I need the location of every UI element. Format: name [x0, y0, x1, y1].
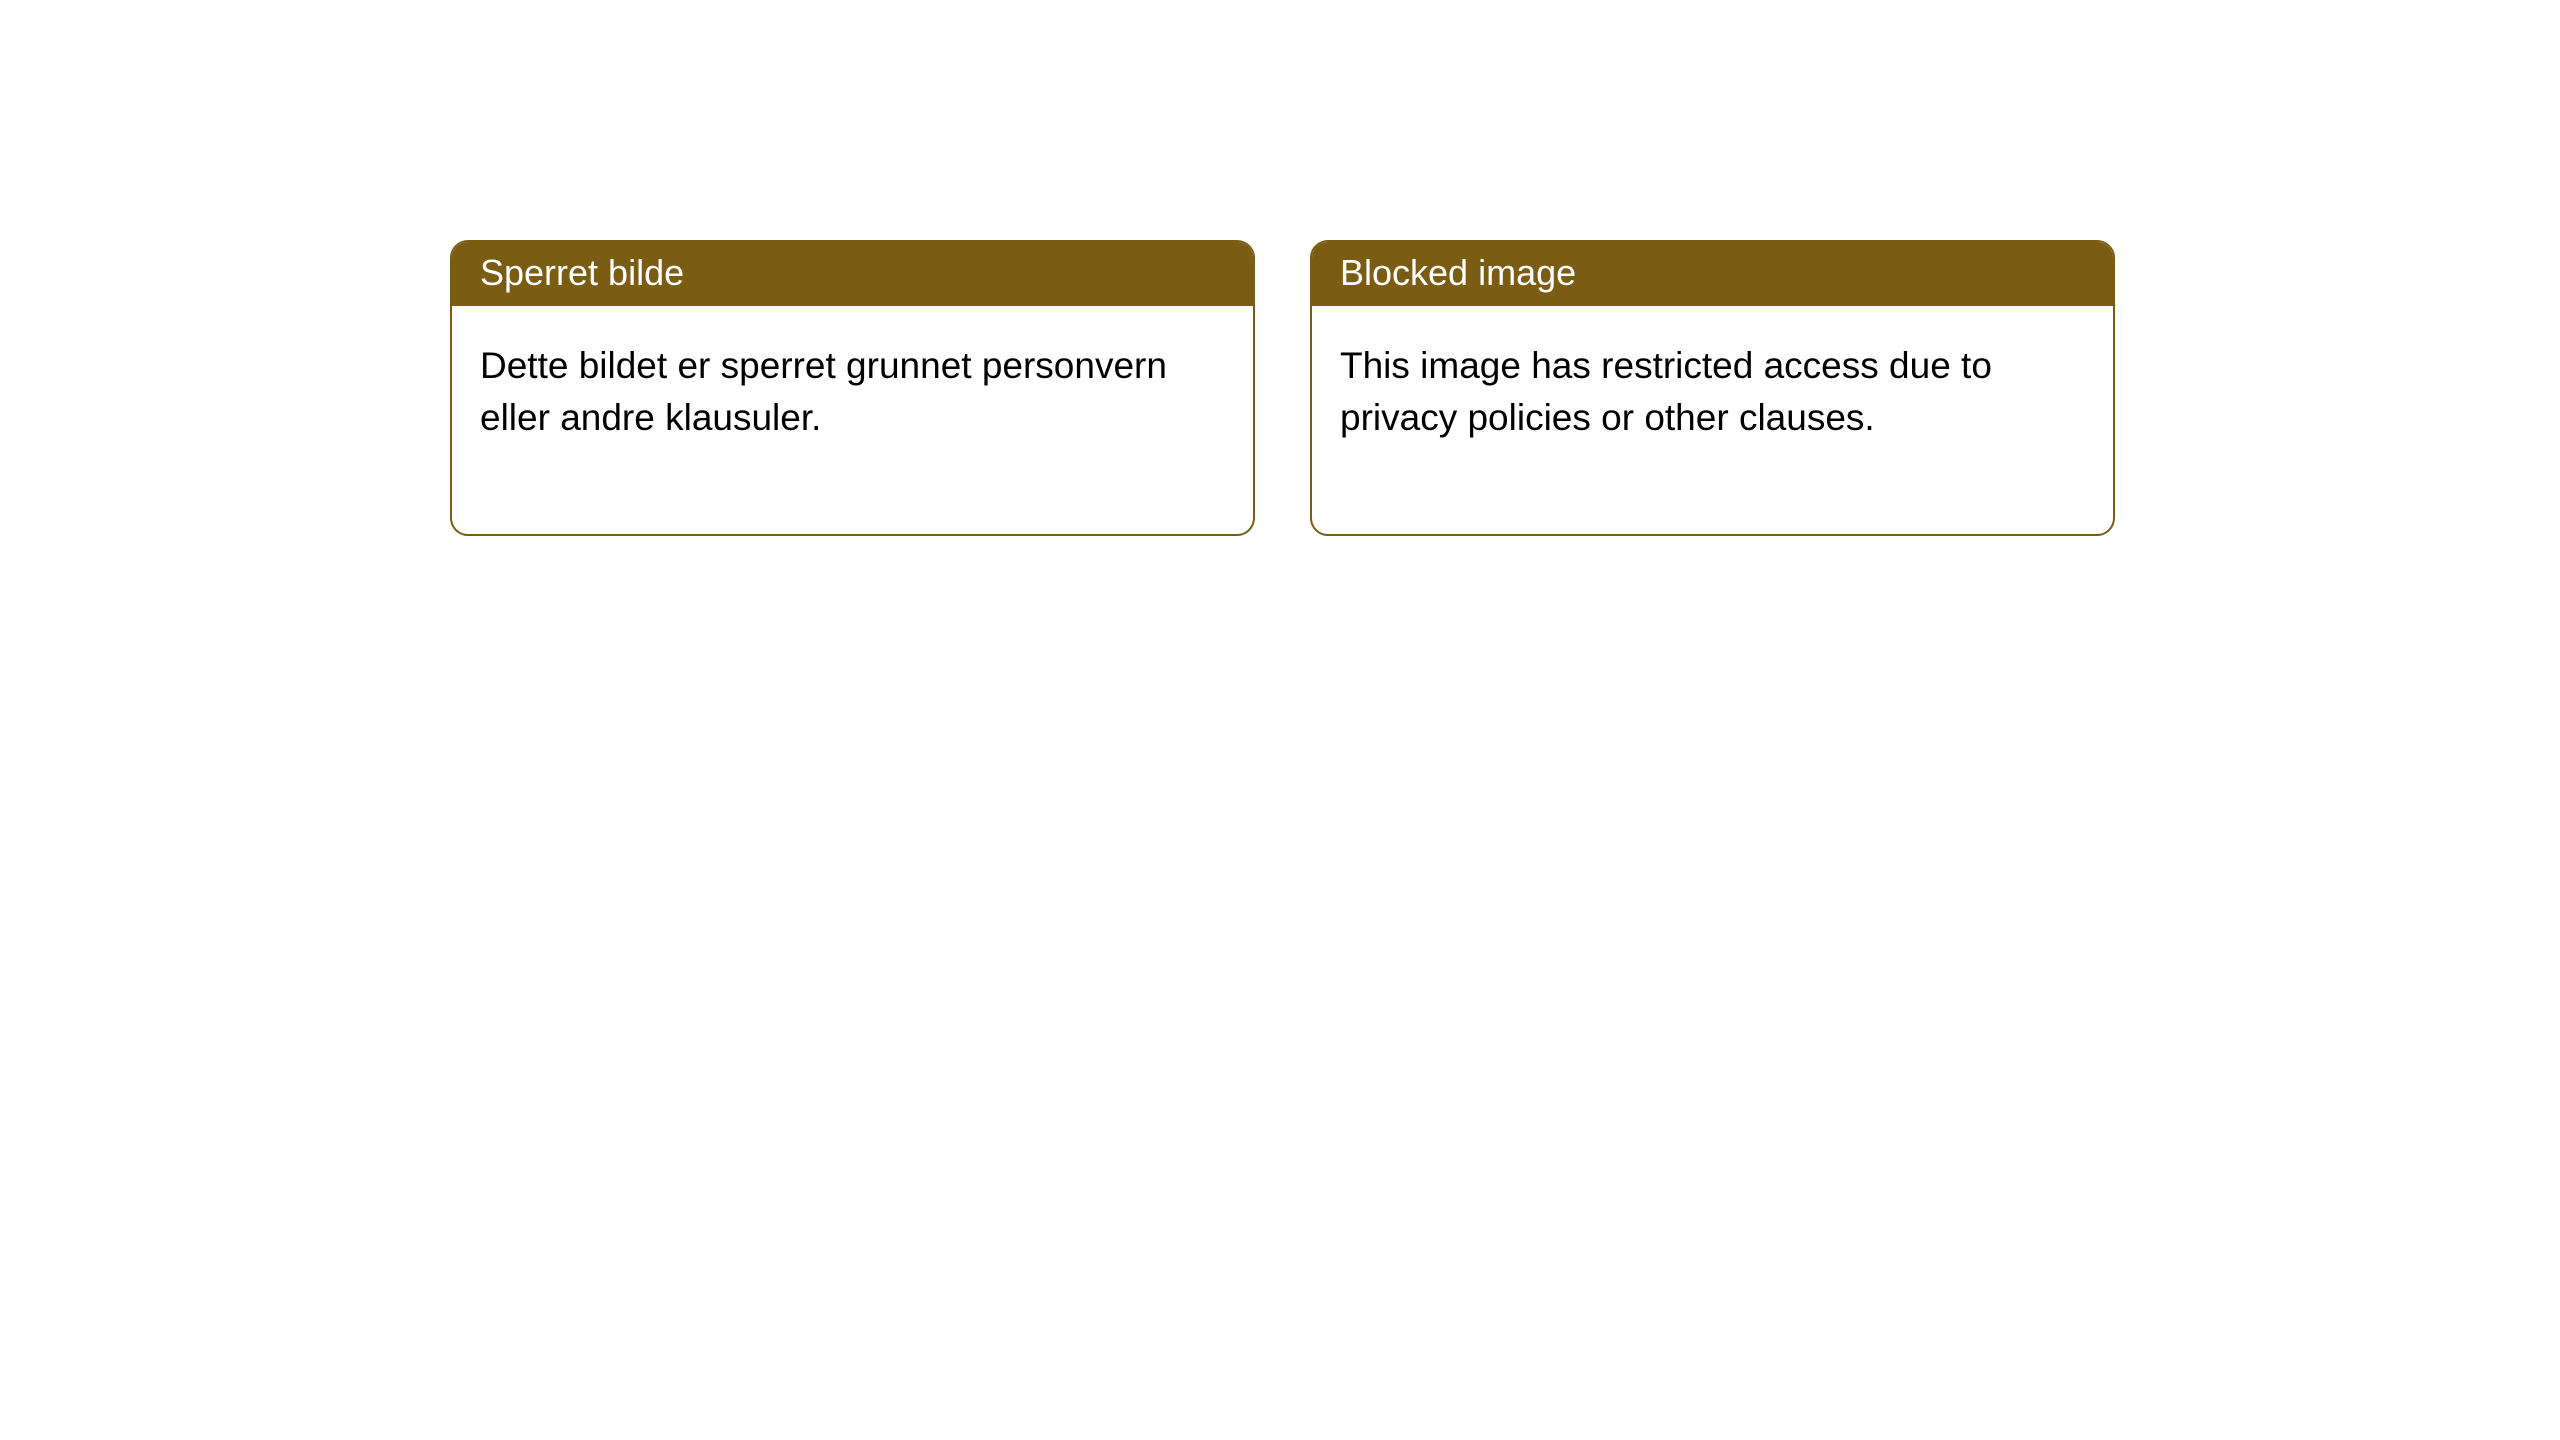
notice-card-english: Blocked image This image has restricted …: [1310, 240, 2115, 536]
notice-card-norwegian: Sperret bilde Dette bildet er sperret gr…: [450, 240, 1255, 536]
notice-header-english: Blocked image: [1312, 242, 2113, 306]
notice-container: Sperret bilde Dette bildet er sperret gr…: [0, 0, 2560, 536]
notice-body-english: This image has restricted access due to …: [1312, 306, 2113, 534]
notice-body-norwegian: Dette bildet er sperret grunnet personve…: [452, 306, 1253, 534]
notice-header-norwegian: Sperret bilde: [452, 242, 1253, 306]
